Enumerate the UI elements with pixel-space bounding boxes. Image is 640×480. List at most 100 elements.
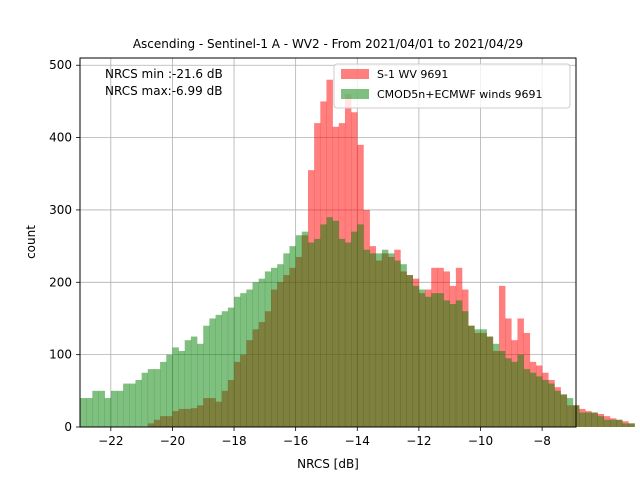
histogram-bar [622,423,629,427]
histogram-bar [197,343,204,427]
histogram-bar [492,343,500,427]
legend-box [333,63,571,109]
histogram-bar [591,412,598,427]
histogram-bar [412,285,420,427]
histogram-bar [449,304,457,427]
x-tick-label: −20 [160,434,185,448]
histogram-bar [560,394,568,427]
histogram-bar [363,249,370,427]
y-tick-label: 200 [49,275,72,289]
histogram-bar [160,361,167,427]
histogram-bar [486,336,494,427]
histogram-bar [141,372,149,427]
histogram-bar [369,253,377,427]
legend: S-1 WV 9691 CMOD5n+ECMWF winds 9691 [333,63,571,109]
histogram-bar [98,390,105,427]
histogram-bar [86,398,93,427]
histogram-bar [135,379,142,427]
histogram-bar [80,398,87,427]
histogram-bar [123,383,130,427]
histogram-bar [215,314,223,427]
histogram-bar [597,416,605,427]
histogram-bar [116,390,124,427]
histogram-bar [92,390,99,427]
histogram-bar [603,419,611,427]
histogram-bar [314,238,321,427]
nrcs-min-annotation: NRCS min :-21.6 dB [105,67,223,81]
histogram-bar [548,383,555,427]
x-axis-label: NRCS [dB] [297,457,359,471]
histogram-bar [505,358,512,427]
histogram-bar [511,361,518,427]
histogram-bar [190,336,198,427]
x-tick-label: −12 [406,434,431,448]
histogram-bar [153,369,161,427]
histogram-bar [535,376,543,427]
chart-title: Ascending - Sentinel-1 A - WV2 - From 20… [133,37,523,51]
histogram-bar [203,325,210,427]
histogram-bar [184,340,192,427]
histogram-bar [585,412,592,427]
histogram-bar [264,271,272,427]
histogram-bar [326,217,333,427]
histogram-bar [498,351,506,427]
histogram-bar [431,293,438,427]
y-tick-label: 400 [49,131,72,145]
histogram-bar [338,238,346,427]
histogram-bar [332,220,340,427]
y-axis-label: count [24,225,38,259]
histogram-bar [394,260,401,427]
series-1 [80,217,635,427]
x-tick-label: −14 [345,434,370,448]
y-tick-label: 300 [49,203,72,217]
histogram-bar [240,293,247,427]
histogram-bar [517,354,524,427]
histogram-bar [566,398,574,427]
histogram-bar [468,325,475,427]
legend-label-s1: S-1 WV 9691 [377,68,448,81]
histogram-bar [166,354,173,427]
histogram-bar [320,224,327,427]
histogram-bar [616,419,623,427]
histogram-bar [462,311,469,427]
x-tick-label: −16 [283,434,308,448]
histogram-bar [418,289,426,427]
histogram-bar [147,369,155,427]
x-tick-label: −10 [468,434,493,448]
legend-label-cmod: CMOD5n+ECMWF winds 9691 [377,88,543,101]
y-tick-label: 500 [49,58,72,72]
y-axis-ticks: 0 100 200 300 400 500 [49,58,80,434]
histogram-bar [357,224,364,427]
histogram-bar [381,249,389,427]
x-tick-label: −8 [533,434,551,448]
histogram-bar [252,282,259,427]
histogram-bar [388,253,395,427]
y-tick-label: 0 [64,420,72,434]
histogram-bar [375,253,383,427]
histogram-bar [529,372,537,427]
histogram-bar [110,390,118,427]
histogram-bar [455,300,463,427]
x-tick-label: −22 [98,434,123,448]
legend-swatch-cmod [341,89,369,99]
x-axis-ticks: −22 −20 −18 −16 −14 −12 −10 −8 [98,427,551,448]
histogram-bar [301,231,309,427]
histogram-bar [480,329,487,427]
y-tick-label: 100 [49,348,72,362]
histogram-bar [129,383,136,427]
histogram-bar [523,369,531,427]
histogram-bar [258,278,266,427]
histogram-bar [474,329,481,427]
histogram-bar [209,318,216,427]
histogram-bar [554,390,561,427]
histogram-bar [307,242,315,427]
histogram-bar [172,347,179,427]
histogram-bar [400,264,407,427]
histogram-bar [234,296,241,427]
histogram-bar [104,398,112,427]
histogram-bar [351,231,358,427]
histogram-bars [80,79,635,428]
histogram-bar [344,242,352,427]
histogram-bar [271,267,278,427]
x-tick-label: −18 [221,434,246,448]
